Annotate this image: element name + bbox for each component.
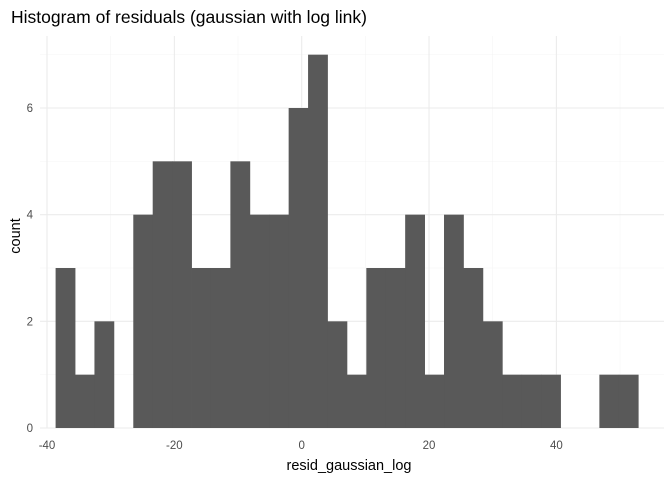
histogram-bar — [327, 321, 348, 428]
x-tick-label: 0 — [298, 440, 304, 452]
histogram-bar — [55, 268, 76, 428]
y-tick-label: 4 — [27, 210, 34, 222]
histogram-bar — [288, 108, 309, 428]
x-axis-ticks: -40 -20 0 20 40 — [39, 440, 563, 452]
histogram-bar — [191, 268, 212, 428]
histogram-bar — [249, 214, 270, 428]
y-tick-label: 6 — [27, 103, 33, 115]
histogram-bar — [230, 161, 251, 429]
histogram-bar — [482, 321, 503, 428]
histogram-bar — [444, 214, 464, 428]
x-tick-label: 20 — [423, 440, 436, 452]
histogram-bar — [366, 268, 387, 428]
histogram-bar — [75, 374, 95, 428]
histogram-bar — [405, 214, 425, 428]
x-tick-label: -40 — [39, 440, 56, 452]
x-axis-title: resid_gaussian_log — [287, 458, 412, 474]
y-axis-title: count — [8, 218, 24, 253]
histogram-bars — [55, 54, 639, 429]
histogram-bar — [599, 374, 620, 428]
histogram-bar — [133, 214, 154, 428]
histogram-bar — [308, 54, 328, 429]
histogram-bar — [502, 374, 523, 428]
histogram-bar — [541, 374, 561, 428]
y-tick-label: 2 — [27, 316, 33, 328]
y-axis-ticks: 0 2 4 6 — [27, 103, 34, 435]
histogram-bar — [346, 374, 367, 428]
histogram-bar — [172, 161, 192, 429]
histogram-bar — [463, 268, 484, 428]
chart-title: Histogram of residuals (gaussian with lo… — [11, 7, 367, 27]
histogram-bar — [152, 161, 173, 429]
y-tick-label: 0 — [27, 423, 33, 435]
histogram-bar — [521, 374, 542, 428]
histogram-bar — [385, 268, 406, 428]
histogram-bar — [94, 321, 115, 428]
histogram-bar — [269, 214, 290, 428]
histogram-bar — [424, 374, 445, 428]
x-tick-label: -20 — [166, 440, 183, 452]
x-tick-label: 40 — [550, 440, 563, 452]
histogram-bar — [618, 374, 639, 428]
histogram-bar — [210, 268, 231, 428]
